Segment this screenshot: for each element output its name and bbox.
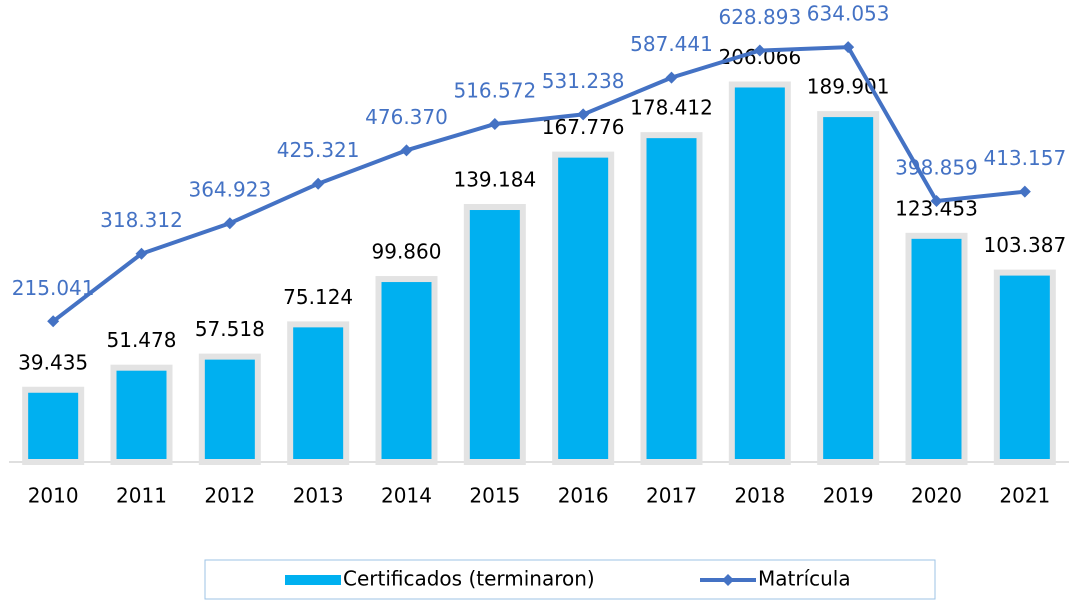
- x-tick-label: 2021: [999, 484, 1050, 508]
- bar: [552, 151, 615, 465]
- bar: [640, 132, 703, 465]
- line: [51, 45, 1026, 323]
- bar: [905, 232, 968, 465]
- marker: [665, 71, 678, 84]
- line-value-label: 531.238: [542, 69, 625, 93]
- x-tick-label: 2020: [911, 484, 962, 508]
- bar-value-label: 57.518: [195, 317, 265, 341]
- marker: [312, 177, 325, 190]
- line-value-label: 398.859: [895, 156, 978, 180]
- x-tick-label: 2011: [116, 484, 167, 508]
- bar: [287, 321, 350, 465]
- marker: [47, 315, 60, 328]
- line-value-label: 413.157: [983, 146, 1066, 170]
- line-value-label: 476.370: [365, 105, 448, 129]
- legend-swatch: [285, 575, 341, 585]
- line-value-label: 318.312: [100, 208, 183, 232]
- line-value-label: 364.923: [188, 178, 271, 202]
- bar-value-label: 99.860: [372, 240, 442, 264]
- line-value-label: 215.041: [12, 276, 95, 300]
- legend-label: Certificados (terminaron): [343, 567, 595, 591]
- marker: [488, 118, 501, 131]
- marker: [842, 41, 855, 54]
- bar: [463, 204, 526, 465]
- x-tick-label: 2014: [381, 484, 432, 508]
- x-tick-label: 2015: [469, 484, 520, 508]
- marker: [753, 44, 766, 57]
- line-value-label: 425.321: [277, 138, 360, 162]
- x-tick-label: 2016: [558, 484, 609, 508]
- x-tick-label: 2012: [204, 484, 255, 508]
- legend-marker: [722, 574, 734, 586]
- bar-value-label: 178.412: [630, 96, 713, 120]
- marker: [400, 144, 413, 157]
- x-tick-label: 2017: [646, 484, 697, 508]
- bar-value-label: 103.387: [983, 233, 1066, 257]
- legend-label: Matrícula: [758, 567, 851, 591]
- bar: [817, 111, 880, 465]
- x-tick-label: 2018: [734, 484, 785, 508]
- line-value-label: 628.893: [718, 5, 801, 29]
- bar: [728, 81, 791, 465]
- x-tick-label: 2013: [293, 484, 344, 508]
- x-tick-label: 2019: [823, 484, 874, 508]
- bar: [993, 269, 1056, 465]
- line-value-label: 516.572: [453, 79, 536, 103]
- marker: [577, 108, 590, 121]
- bar-value-label: 39.435: [18, 350, 88, 374]
- bar-value-label: 75.124: [283, 285, 353, 309]
- bar: [110, 364, 173, 465]
- bar-value-label: 51.478: [107, 328, 177, 352]
- marker: [135, 247, 148, 260]
- bar: [22, 386, 85, 465]
- marker: [930, 195, 943, 208]
- marker: [223, 217, 236, 230]
- bar-value-label: 139.184: [453, 168, 536, 192]
- bar: [198, 353, 261, 465]
- x-tick-label: 2010: [28, 484, 79, 508]
- line-value-label: 587.441: [630, 32, 713, 56]
- line-value-label: 634.053: [807, 2, 890, 26]
- marker: [1018, 185, 1031, 198]
- bar: [375, 276, 438, 466]
